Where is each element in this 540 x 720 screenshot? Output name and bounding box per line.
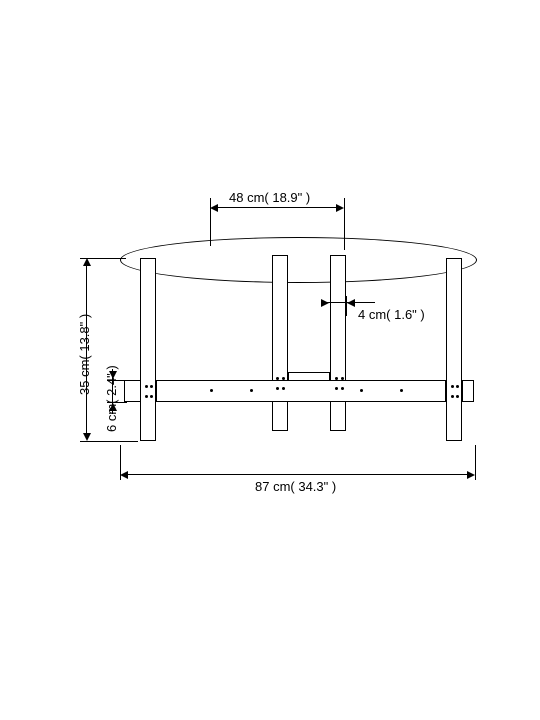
bolt-dot bbox=[276, 377, 279, 380]
ext-line bbox=[80, 441, 138, 442]
dim-label-width: 87 cm( 34.3" ) bbox=[255, 480, 336, 493]
bolt-dot bbox=[276, 387, 279, 390]
stretcher-front-left bbox=[124, 380, 141, 402]
bolt-dot bbox=[341, 387, 344, 390]
stretcher-front-right bbox=[462, 380, 474, 402]
dim-label-leg-thick: 4 cm( 1.6" ) bbox=[358, 308, 425, 321]
dim-label-rail: 6 cm( 2.4" ) bbox=[105, 365, 118, 432]
bolt-dot bbox=[282, 377, 285, 380]
bolt-dot bbox=[150, 395, 153, 398]
ext-line bbox=[330, 296, 331, 316]
ext-line bbox=[344, 198, 345, 250]
dimension-diagram: 48 cm( 18.9" ) 35 cm( 13.8" ) 4 cm( 1.6"… bbox=[0, 0, 540, 720]
table-leg-rear-right bbox=[330, 255, 346, 431]
bolt-dot bbox=[456, 385, 459, 388]
leader-line bbox=[355, 302, 375, 303]
arrow-right-icon bbox=[336, 204, 344, 212]
table-leg-rear-left bbox=[272, 255, 288, 431]
arrow-left-icon bbox=[120, 471, 128, 479]
bolt-dot bbox=[341, 377, 344, 380]
bolt-dot bbox=[335, 377, 338, 380]
bolt-dot bbox=[210, 389, 213, 392]
bolt-dot bbox=[360, 389, 363, 392]
arrow-left-icon bbox=[347, 299, 355, 307]
dim-label-top-width: 48 cm( 18.9" ) bbox=[229, 191, 310, 204]
dim-line-width bbox=[125, 474, 470, 475]
table-leg-front-right bbox=[446, 258, 462, 441]
dim-label-height: 35 cm( 13.8" ) bbox=[78, 314, 91, 395]
arrow-right-icon bbox=[321, 299, 329, 307]
bolt-dot bbox=[145, 395, 148, 398]
arrow-right-icon bbox=[467, 471, 475, 479]
dim-line-top-width bbox=[215, 207, 339, 208]
bolt-dot bbox=[282, 387, 285, 390]
bolt-dot bbox=[145, 385, 148, 388]
bolt-dot bbox=[335, 387, 338, 390]
bolt-dot bbox=[451, 395, 454, 398]
arrow-left-icon bbox=[210, 204, 218, 212]
ext-line bbox=[475, 445, 476, 480]
bolt-dot bbox=[400, 389, 403, 392]
arrow-down-icon bbox=[83, 433, 91, 441]
bolt-dot bbox=[250, 389, 253, 392]
table-top-ellipse bbox=[120, 237, 477, 283]
arrow-up-icon bbox=[83, 258, 91, 266]
table-leg-front-left bbox=[140, 258, 156, 441]
bolt-dot bbox=[456, 395, 459, 398]
bolt-dot bbox=[150, 385, 153, 388]
bolt-dot bbox=[451, 385, 454, 388]
